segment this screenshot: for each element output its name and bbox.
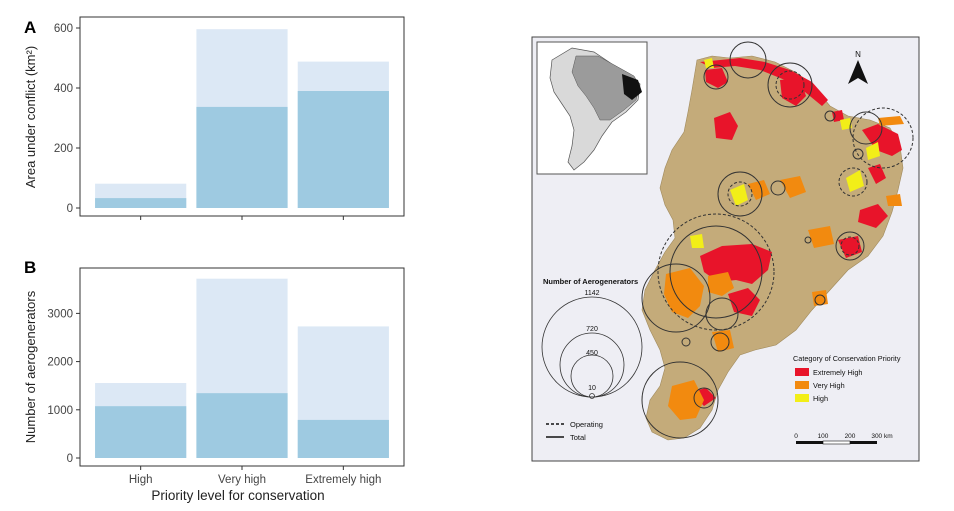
- map-landmass: [641, 55, 904, 441]
- svg-text:Extremely High: Extremely High: [813, 368, 862, 377]
- aerogenerator-circles: [641, 41, 914, 439]
- bar-operating-extremely-high: [297, 91, 389, 208]
- svg-text:Very High: Very High: [813, 381, 845, 390]
- x-tick-label: Very high: [218, 474, 266, 486]
- svg-text:10: 10: [588, 385, 596, 392]
- svg-text:Total: Total: [570, 433, 586, 442]
- svg-text:450: 450: [586, 350, 598, 357]
- svg-text:300 km: 300 km: [871, 433, 892, 440]
- y-tick-label: 400: [54, 83, 73, 95]
- very-high-patches: [664, 116, 904, 420]
- bar-chart-a: 0 200 400 600: [54, 16, 405, 220]
- y-tick-label: 2000: [47, 357, 73, 369]
- panel-b-label: B: [24, 258, 36, 277]
- size-legend-title: Number of Aerogenerators: [543, 277, 638, 286]
- x-tick-label: High: [129, 474, 153, 486]
- map-panel: N Number of Aerogenerators 1142 720 450 …: [531, 36, 920, 462]
- y-axis-label-a: Area under conflict (km²): [23, 46, 38, 188]
- svg-text:0: 0: [794, 433, 798, 440]
- x-tick-label: Extremely high: [305, 474, 381, 486]
- svg-text:720: 720: [586, 326, 598, 333]
- bar-chart-b: 0 1000 2000 3000 High Very high Extremely high: [47, 267, 405, 486]
- y-tick-label: 200: [54, 143, 73, 155]
- category-legend: Category of Conservation Priority Extrem…: [793, 354, 901, 403]
- svg-text:Operating: Operating: [570, 420, 603, 429]
- y-tick-label: 0: [67, 453, 73, 465]
- bar-operating-extremely-high: [297, 419, 389, 458]
- bar-operating-high: [95, 198, 187, 208]
- brazil-shape: [571, 55, 641, 121]
- panel-a-label: A: [24, 18, 36, 37]
- y-tick-label: 3000: [47, 308, 73, 320]
- bar-operating-high: [95, 406, 187, 458]
- svg-text:High: High: [813, 394, 828, 403]
- bar-operating-very-high: [196, 393, 288, 458]
- north-arrow: N: [848, 50, 868, 84]
- size-legend: Number of Aerogenerators 1142 720 450 10: [541, 277, 643, 399]
- svg-text:100: 100: [818, 433, 829, 440]
- svg-text:Category of Conservation Prior: Category of Conservation Priority: [793, 354, 901, 363]
- inset-map: [536, 41, 648, 175]
- y-tick-label: 600: [54, 23, 73, 35]
- bar-operating-very-high: [196, 106, 288, 208]
- svg-text:1142: 1142: [584, 290, 599, 297]
- scale-bar: 0 100 200 300 km: [794, 433, 893, 445]
- y-axis-label-b: Number of aerogenerators: [23, 290, 38, 443]
- y-tick-label: 1000: [47, 405, 73, 417]
- y-tick-label: 0: [67, 203, 73, 215]
- svg-text:N: N: [855, 50, 861, 59]
- caatinga-inset: [622, 74, 642, 100]
- svg-text:200: 200: [845, 433, 856, 440]
- line-legend: Operating Total: [546, 420, 603, 442]
- x-axis-label-b: Priority level for conservation: [151, 488, 324, 503]
